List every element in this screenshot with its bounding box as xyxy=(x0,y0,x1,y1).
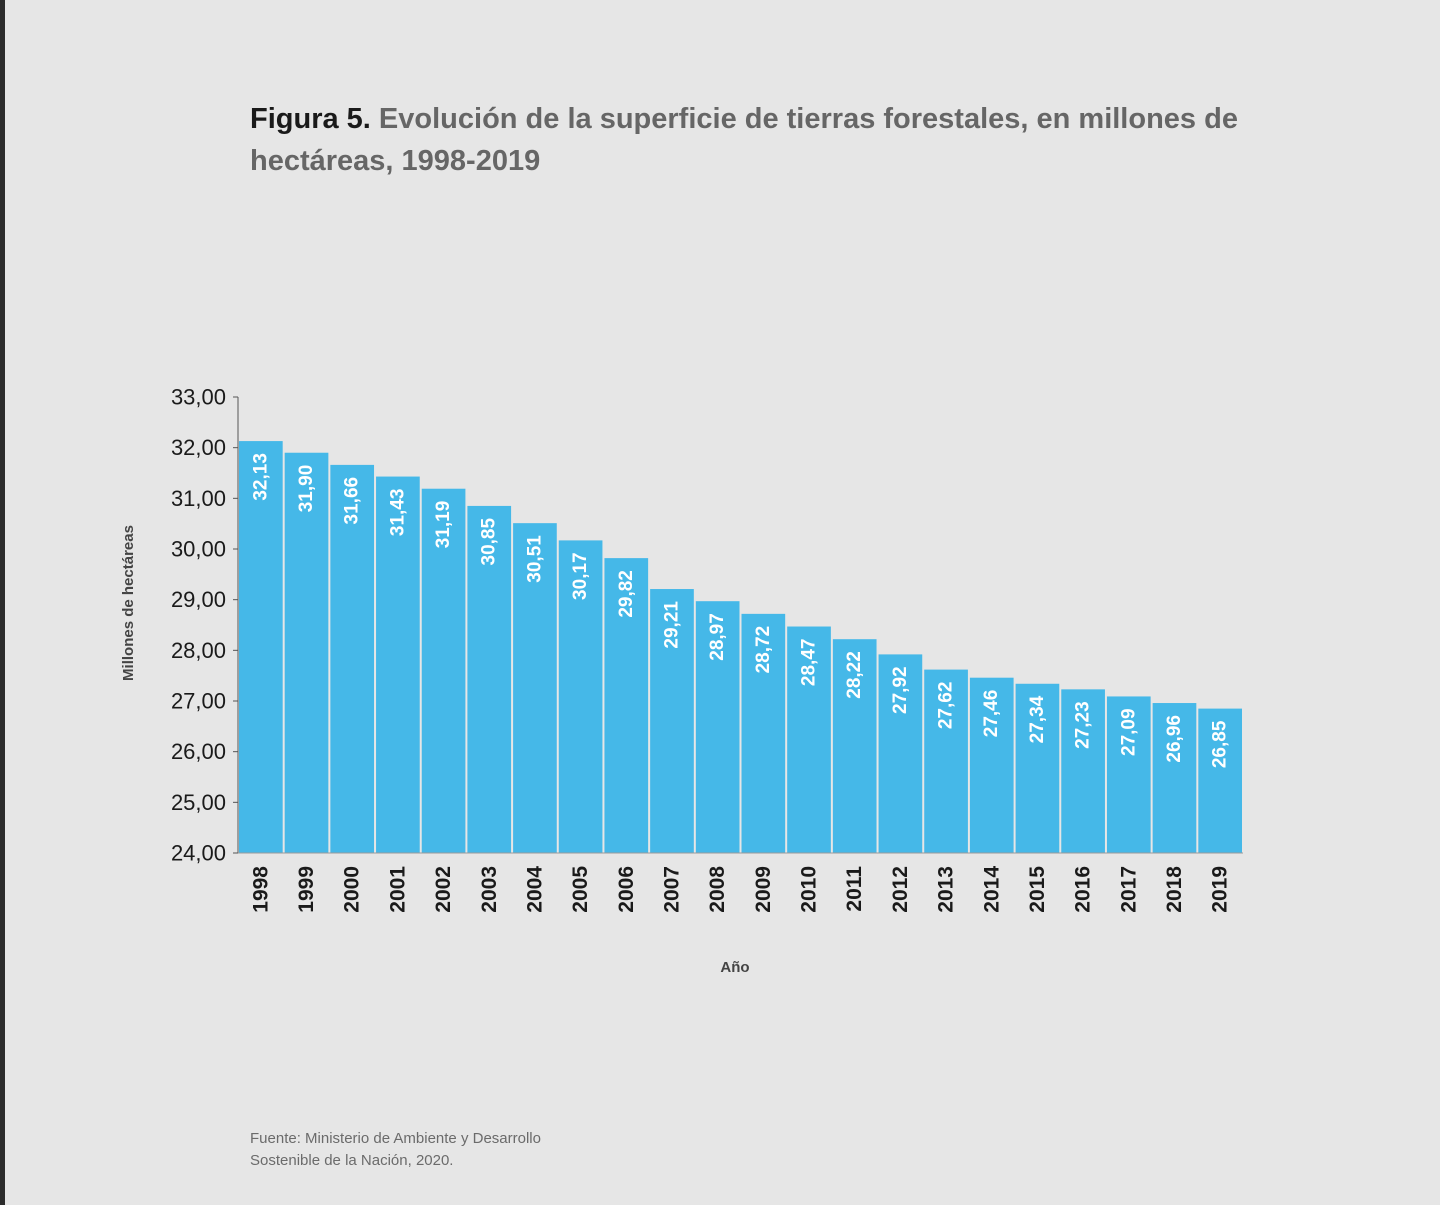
bar xyxy=(741,613,786,853)
x-tick-label: 2010 xyxy=(798,866,821,913)
x-tick-label: 2009 xyxy=(752,866,775,913)
x-tick-label: 2018 xyxy=(1163,866,1186,913)
figure-title: Figura 5. Evolución de la superficie de … xyxy=(250,98,1250,182)
bar xyxy=(650,589,694,853)
x-tick-label: 2002 xyxy=(432,866,455,913)
x-tick-label: 2013 xyxy=(935,866,958,913)
y-tick-label: 25,00 xyxy=(171,790,226,815)
data-label: 28,47 xyxy=(799,639,820,687)
x-tick-label: 2015 xyxy=(1026,866,1049,913)
data-label: 29,21 xyxy=(661,601,682,649)
bar xyxy=(1106,696,1151,853)
x-tick-label: 1998 xyxy=(249,866,272,913)
bar xyxy=(604,558,649,853)
data-label: 31,19 xyxy=(433,501,454,549)
data-label: 26,96 xyxy=(1164,715,1185,763)
page-left-edge xyxy=(0,0,5,1205)
bar xyxy=(421,488,466,853)
bar xyxy=(787,626,831,853)
figure-label: Figura 5. xyxy=(250,103,371,135)
data-label: 26,85 xyxy=(1210,720,1231,768)
data-label: 28,22 xyxy=(844,651,865,699)
axes-layer xyxy=(233,396,1243,854)
data-label: 28,72 xyxy=(753,626,774,674)
y-tick-label: 31,00 xyxy=(171,486,226,511)
bar xyxy=(513,523,557,853)
data-label: 30,51 xyxy=(524,535,545,583)
bar xyxy=(467,505,512,853)
data-label: 27,92 xyxy=(890,666,911,714)
source-line-2: Sostenible de la Nación, 2020. xyxy=(250,1152,454,1169)
data-label: 27,09 xyxy=(1118,708,1139,756)
y-tick-label: 26,00 xyxy=(171,739,226,764)
x-axis-title: Año xyxy=(720,959,749,976)
x-tick-label: 2001 xyxy=(386,866,409,913)
y-tick-label: 28,00 xyxy=(171,638,226,663)
data-label: 32,13 xyxy=(250,453,271,501)
bar xyxy=(1152,703,1197,853)
x-tick-label: 2006 xyxy=(615,866,638,913)
data-label: 27,23 xyxy=(1073,701,1094,749)
y-tick-label: 30,00 xyxy=(171,537,226,562)
bar xyxy=(969,677,1014,853)
bar xyxy=(832,639,877,853)
figure-title-text: Evolución de la superficie de tierras fo… xyxy=(250,103,1238,177)
data-label: 29,82 xyxy=(616,570,637,618)
bar xyxy=(1015,683,1060,853)
data-label: 30,85 xyxy=(479,517,500,565)
data-label: 30,17 xyxy=(570,552,591,600)
bar xyxy=(376,476,420,853)
bar xyxy=(284,452,329,853)
y-axis-title: Millones de hectáreas xyxy=(120,525,137,681)
bar xyxy=(878,654,923,853)
x-tick-label: 2007 xyxy=(660,866,683,913)
data-label: 31,43 xyxy=(387,489,408,537)
labels-layer: 32,13 1998 31,90 1999 31,66 2000 31,43 2001 31,1… xyxy=(171,385,1232,913)
bar xyxy=(1061,689,1105,853)
x-tick-label: 2011 xyxy=(843,866,866,912)
y-tick-label: 29,00 xyxy=(171,587,226,612)
bar xyxy=(695,601,740,853)
x-tick-label: 2005 xyxy=(569,866,592,913)
bar xyxy=(330,464,375,853)
x-tick-label: 2014 xyxy=(980,866,1003,913)
data-label: 31,90 xyxy=(296,465,317,513)
x-tick-label: 1999 xyxy=(295,866,318,913)
y-tick-label: 33,00 xyxy=(171,385,226,410)
data-label: 27,46 xyxy=(981,690,1002,738)
bars-layer xyxy=(239,441,1242,853)
x-tick-label: 2012 xyxy=(889,866,912,913)
x-tick-label: 2004 xyxy=(523,866,546,913)
bar xyxy=(239,441,283,853)
x-tick-label: 2019 xyxy=(1209,866,1232,913)
x-tick-label: 2016 xyxy=(1072,866,1095,913)
y-tick-label: 24,00 xyxy=(171,841,226,866)
bar xyxy=(1198,708,1242,853)
data-label: 31,66 xyxy=(342,477,363,525)
x-tick-label: 2000 xyxy=(341,866,364,913)
y-tick-label: 27,00 xyxy=(171,689,226,714)
y-tick-label: 32,00 xyxy=(171,435,226,460)
source-note: Fuente: Ministerio de Ambiente y Desarro… xyxy=(250,1128,670,1172)
x-tick-label: 2003 xyxy=(478,866,501,913)
data-label: 28,97 xyxy=(707,613,728,661)
x-tick-label: 2017 xyxy=(1117,866,1140,913)
data-label: 27,62 xyxy=(936,682,957,730)
bar xyxy=(558,540,603,853)
source-line-1: Fuente: Ministerio de Ambiente y Desarro… xyxy=(250,1130,541,1147)
bar xyxy=(924,669,968,853)
x-tick-label: 2008 xyxy=(706,866,729,913)
data-label: 27,34 xyxy=(1027,695,1048,743)
